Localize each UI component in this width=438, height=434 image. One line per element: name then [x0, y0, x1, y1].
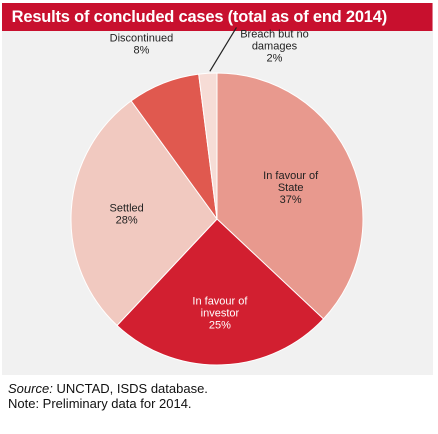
pie-slice-breach-but-no-damages: [198, 72, 218, 220]
chart-title: Results of concluded cases (total as of …: [2, 3, 433, 31]
note-line: Note: Preliminary data for 2014.: [8, 396, 192, 411]
pie-slice-in-favour-of-investor: [116, 218, 325, 366]
slice-label-settled: Settled 28%: [110, 202, 144, 226]
source-label: Source:: [8, 381, 53, 396]
leader-line-breach: [209, 27, 237, 72]
slice-label-in-favour-of-investor: In favour of investor 25%: [192, 295, 248, 331]
pie-slice-in-favour-of-state: [216, 72, 364, 320]
source-text: UNCTAD, ISDS database.: [56, 381, 208, 396]
source-note: Source: UNCTAD, ISDS database. Note: Pre…: [8, 381, 208, 411]
pie-slice-settled: [70, 100, 218, 327]
source-line: Source: UNCTAD, ISDS database.: [8, 381, 208, 396]
slice-label-breach-but-no-damages: Breach but no damages 2%: [240, 28, 309, 64]
slice-label-discontinued: Discontinued 8%: [110, 32, 174, 56]
slice-label-in-favour-of-state: In favour of State 37%: [263, 170, 319, 206]
